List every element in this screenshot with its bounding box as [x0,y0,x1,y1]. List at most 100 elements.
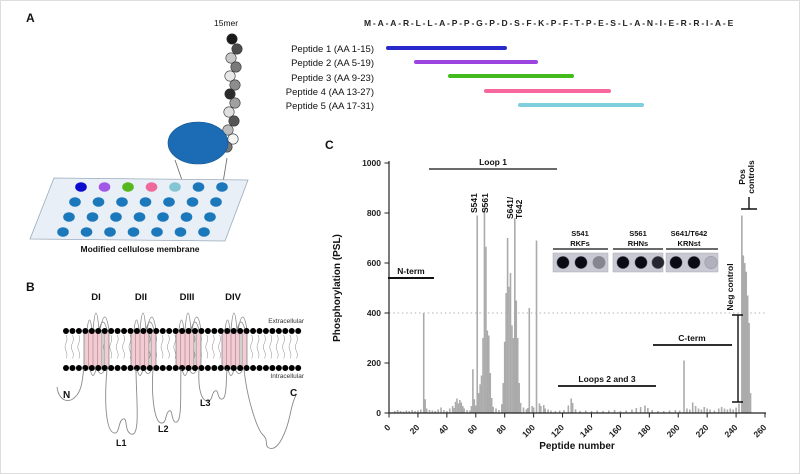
site-label: S561 [480,193,490,213]
lipid-head [262,328,269,334]
bar [420,409,422,413]
membrane-spot [174,227,187,237]
lipid-head [295,365,302,371]
lipid-headgroups [63,328,302,371]
membrane-spot [104,227,116,237]
x-tick-label: 0 [382,422,393,433]
peptide-span-bar [518,102,644,107]
lipid-head [230,328,237,334]
loop-l1-label: L1 [116,438,127,448]
bar [527,408,529,413]
lipid-tail [115,334,119,359]
helix-segment [150,329,157,370]
lipid-head [224,328,231,334]
membrane-spot [69,197,81,207]
bar [443,410,445,413]
lipid-head [108,328,115,334]
y-tick-label: 200 [367,358,381,368]
lipid-head [63,365,69,371]
bar [393,411,396,413]
bar [514,218,516,413]
bar [657,411,659,413]
membrane-spot [116,197,128,207]
lipid-tail [71,334,74,359]
lipid-head [275,365,282,371]
bar [424,399,426,413]
lipid-head [250,328,257,334]
x-tick-label: 180 [636,422,653,439]
pos-controls-label: controls [746,160,756,194]
membrane-spot [139,197,152,207]
bar [532,407,535,413]
membrane-spot [63,212,75,222]
blot-dot [592,256,606,270]
lipid-tail [167,334,170,359]
bar [558,410,561,413]
loop1-label: Loop 1 [479,157,507,167]
bar [563,410,565,413]
bar [505,293,507,413]
domain-label-di: DI [91,292,101,303]
helix-segment [195,329,202,370]
bar [729,408,732,413]
lipid-tail [218,334,221,359]
membrane-spot [122,182,134,192]
bar [590,411,593,413]
lipid-head [101,365,108,371]
x-tick-label: 200 [665,422,682,439]
peptide-label: Peptide 1 (AA 1-15) [291,44,374,55]
lipid-head [224,365,231,371]
membrane-spot [180,212,193,222]
bar [571,403,574,413]
bar [700,409,703,413]
loop-l2-label: L2 [158,424,169,434]
bar [515,300,518,413]
lipid-tail [77,334,81,359]
bar [489,373,492,413]
bar [405,410,408,413]
bar [446,411,448,413]
x-axis-title: Peptide number [539,441,615,452]
bar [544,408,546,413]
lipid-tail [295,334,298,359]
lipid-head [166,365,173,371]
cellulose-membrane-sheet [29,177,249,242]
bar [746,295,749,413]
lipid-head [192,328,198,334]
blot-dot [651,256,665,270]
loop-l1-curve [105,368,138,435]
x-tick-label: 160 [607,422,624,439]
membrane-spot [127,227,140,237]
lipid-head [237,365,244,371]
bar [631,409,633,413]
bar [709,409,711,413]
bar [476,215,479,413]
lipid-head [250,365,257,371]
bar [717,408,720,413]
lipid-head [127,328,134,334]
pos-controls-label: Pos [737,169,747,185]
bar [742,255,745,413]
lipid-tail [122,334,125,359]
lipid-head [198,365,205,371]
x-tick-label: 80 [494,422,508,436]
site-label: T642 [514,199,524,219]
lipid-head [185,328,192,334]
bar [735,407,737,413]
blot-dot [687,256,701,270]
y-tick-label: 0 [376,408,381,418]
spot-synthesis-blob [167,121,229,165]
lipid-head [243,365,250,371]
bar [678,410,681,413]
bar [408,411,411,413]
bar [647,408,649,413]
panel-b-topology [56,312,302,449]
bar [522,407,525,413]
bar [525,409,528,413]
bar [748,323,750,413]
blot-dot [616,256,630,270]
membrane-spot [210,197,222,207]
blot-dot [704,256,718,270]
lipid-head [288,365,295,371]
membrane-spot [169,182,181,192]
